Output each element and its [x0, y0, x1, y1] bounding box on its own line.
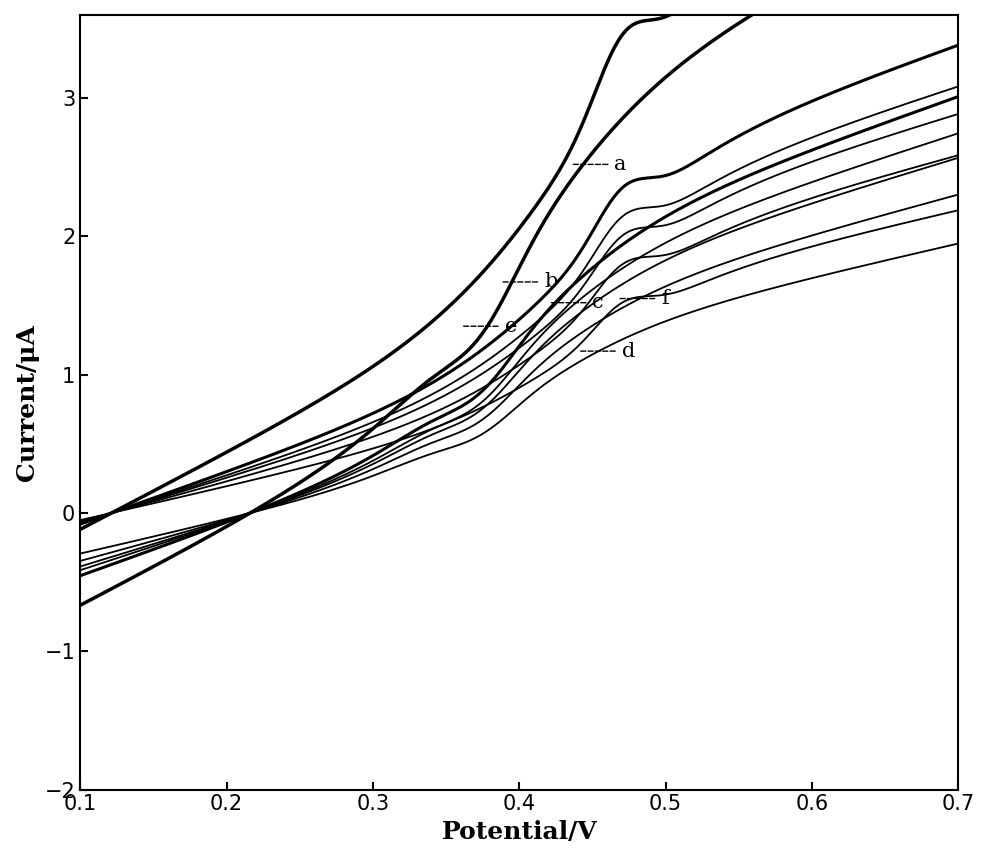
Text: b: b: [544, 272, 557, 291]
Text: c: c: [592, 293, 604, 312]
X-axis label: Potential/V: Potential/V: [442, 820, 597, 844]
Text: d: d: [622, 342, 635, 361]
Text: f: f: [661, 289, 669, 308]
Text: e: e: [505, 317, 517, 336]
Y-axis label: Current/μA: Current/μA: [15, 324, 39, 481]
Text: a: a: [615, 155, 627, 174]
